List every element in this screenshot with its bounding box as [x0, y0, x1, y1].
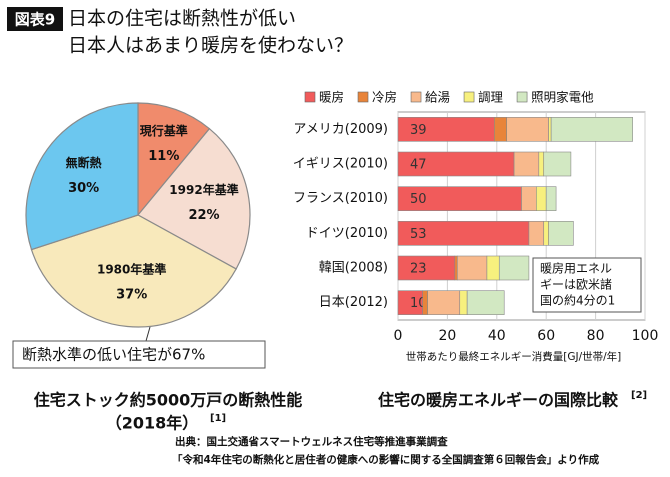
slice-value: 37%: [116, 287, 147, 302]
note-text: 暖房用エネル: [540, 261, 612, 276]
slice-label: 1980年基準: [97, 261, 166, 276]
legend-label: 調理: [478, 90, 504, 105]
note-text: ギーは欧米諸: [540, 277, 612, 292]
badge-bg: [7, 7, 63, 31]
legend-label: 照明家電他: [531, 90, 594, 105]
bar-segment: [397, 186, 522, 211]
pie-slice: [30, 214, 237, 328]
slice-value: 11%: [148, 149, 179, 164]
bar-segment: [521, 186, 537, 211]
bar-segment: [456, 255, 488, 281]
title: 日本の住宅は断熱性が低い: [68, 8, 296, 30]
x-tick-label: 20: [438, 328, 456, 344]
bar-segment: [397, 221, 530, 246]
y-tick-label: ドイツ(2010): [306, 226, 388, 241]
slice-value: 30%: [68, 181, 99, 196]
bar-segment: [397, 117, 495, 142]
reference: [1]: [210, 413, 226, 424]
note-text: 国の約4分の1: [540, 293, 615, 308]
y-tick-label: 日本(2012): [319, 295, 388, 310]
pie-slice: [137, 102, 211, 217]
source: 出典：国土交通省スマートウェルネス住宅等推進事業調査: [175, 435, 448, 448]
legend-swatch: [410, 91, 422, 103]
slice-label: 無断熱: [66, 155, 102, 170]
caption-sub: （2018年）: [106, 414, 199, 433]
x-axis-label: 世帯あたり最終エネルギー消費量[GJ/世帯/年]: [406, 350, 622, 363]
bar-segment: [506, 117, 549, 142]
callout-box: [12, 340, 266, 369]
bar-value: 50: [410, 192, 427, 207]
badge: 図表9: [15, 11, 55, 29]
bar-segment: [454, 255, 458, 281]
bar-segment: [548, 221, 574, 246]
x-tick-label: 100: [632, 328, 659, 344]
bar-segment: [543, 221, 549, 246]
callout-text: 断熱水準の低い住宅が67%: [22, 346, 205, 364]
legend-swatch: [516, 91, 528, 103]
legend-swatch: [304, 91, 316, 103]
x-tick-label: 40: [488, 328, 506, 344]
bar-segment: [538, 151, 545, 177]
bar-segment: [545, 186, 557, 211]
callout-line: [145, 326, 151, 342]
x-tick-label: 60: [537, 328, 555, 344]
legend-label: 給湯: [425, 90, 450, 105]
y-tick-label: フランス(2010): [293, 191, 388, 206]
note-box: [532, 257, 642, 313]
slice-label: 現行基準: [140, 123, 188, 138]
bar-segment: [528, 221, 545, 246]
bar-segment: [550, 117, 633, 142]
bar-segment: [494, 117, 507, 142]
caption: 住宅の暖房エネルギーの国際比較: [378, 391, 619, 410]
legend-swatch: [463, 91, 475, 103]
bar-segment: [536, 186, 547, 211]
bar-segment: [422, 290, 428, 315]
bar-segment: [466, 290, 505, 315]
bar-segment: [513, 151, 540, 177]
bar-segment: [543, 151, 572, 177]
slice-value: 22%: [188, 208, 219, 223]
legend-label: 暖房: [319, 90, 344, 105]
pie-slice: [137, 127, 251, 270]
bar-segment: [486, 255, 500, 281]
bar-segment: [397, 290, 424, 315]
bar-value: 23: [410, 262, 427, 277]
bar-value: 47: [410, 158, 427, 173]
reference: [2]: [631, 390, 647, 401]
caption: 住宅ストック約5000万戸の断熱性能: [34, 391, 303, 410]
x-tick-label: 0: [394, 328, 403, 344]
y-tick-label: イギリス(2010): [293, 157, 388, 172]
bar-value: 39: [410, 123, 427, 138]
slice-label: 1992年基準: [169, 182, 238, 197]
bar-segment: [498, 255, 530, 281]
legend-swatch: [357, 91, 369, 103]
legend-label: 冷房: [372, 90, 397, 105]
bar-segment: [397, 151, 515, 177]
x-tick-label: 80: [587, 328, 605, 344]
bar-segment: [427, 290, 461, 315]
y-tick-label: アメリカ(2009): [293, 122, 388, 137]
pie-slice: [25, 102, 139, 251]
y-tick-label: 韓国(2008): [319, 261, 388, 276]
bar-value: 53: [410, 227, 427, 242]
bar-segment: [548, 117, 552, 142]
title: 日本人はあまり暖房を使わない？: [68, 35, 353, 57]
bar-segment: [459, 290, 468, 315]
source: 「令和4年住宅の断熱化と居住者の健康への影響に関する全国調査第６回報告会」より作…: [172, 453, 600, 466]
